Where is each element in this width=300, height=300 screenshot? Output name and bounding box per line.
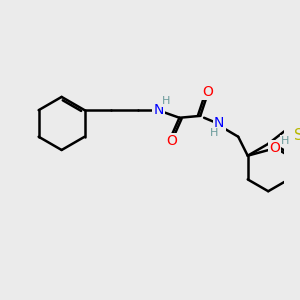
Text: O: O bbox=[167, 134, 177, 148]
Text: O: O bbox=[202, 85, 213, 99]
Text: N: N bbox=[214, 116, 224, 130]
Text: H: H bbox=[280, 136, 289, 146]
Text: H: H bbox=[209, 128, 218, 138]
Text: S: S bbox=[294, 128, 300, 142]
Text: H: H bbox=[162, 96, 170, 106]
Text: N: N bbox=[153, 103, 164, 117]
Text: O: O bbox=[269, 141, 280, 155]
